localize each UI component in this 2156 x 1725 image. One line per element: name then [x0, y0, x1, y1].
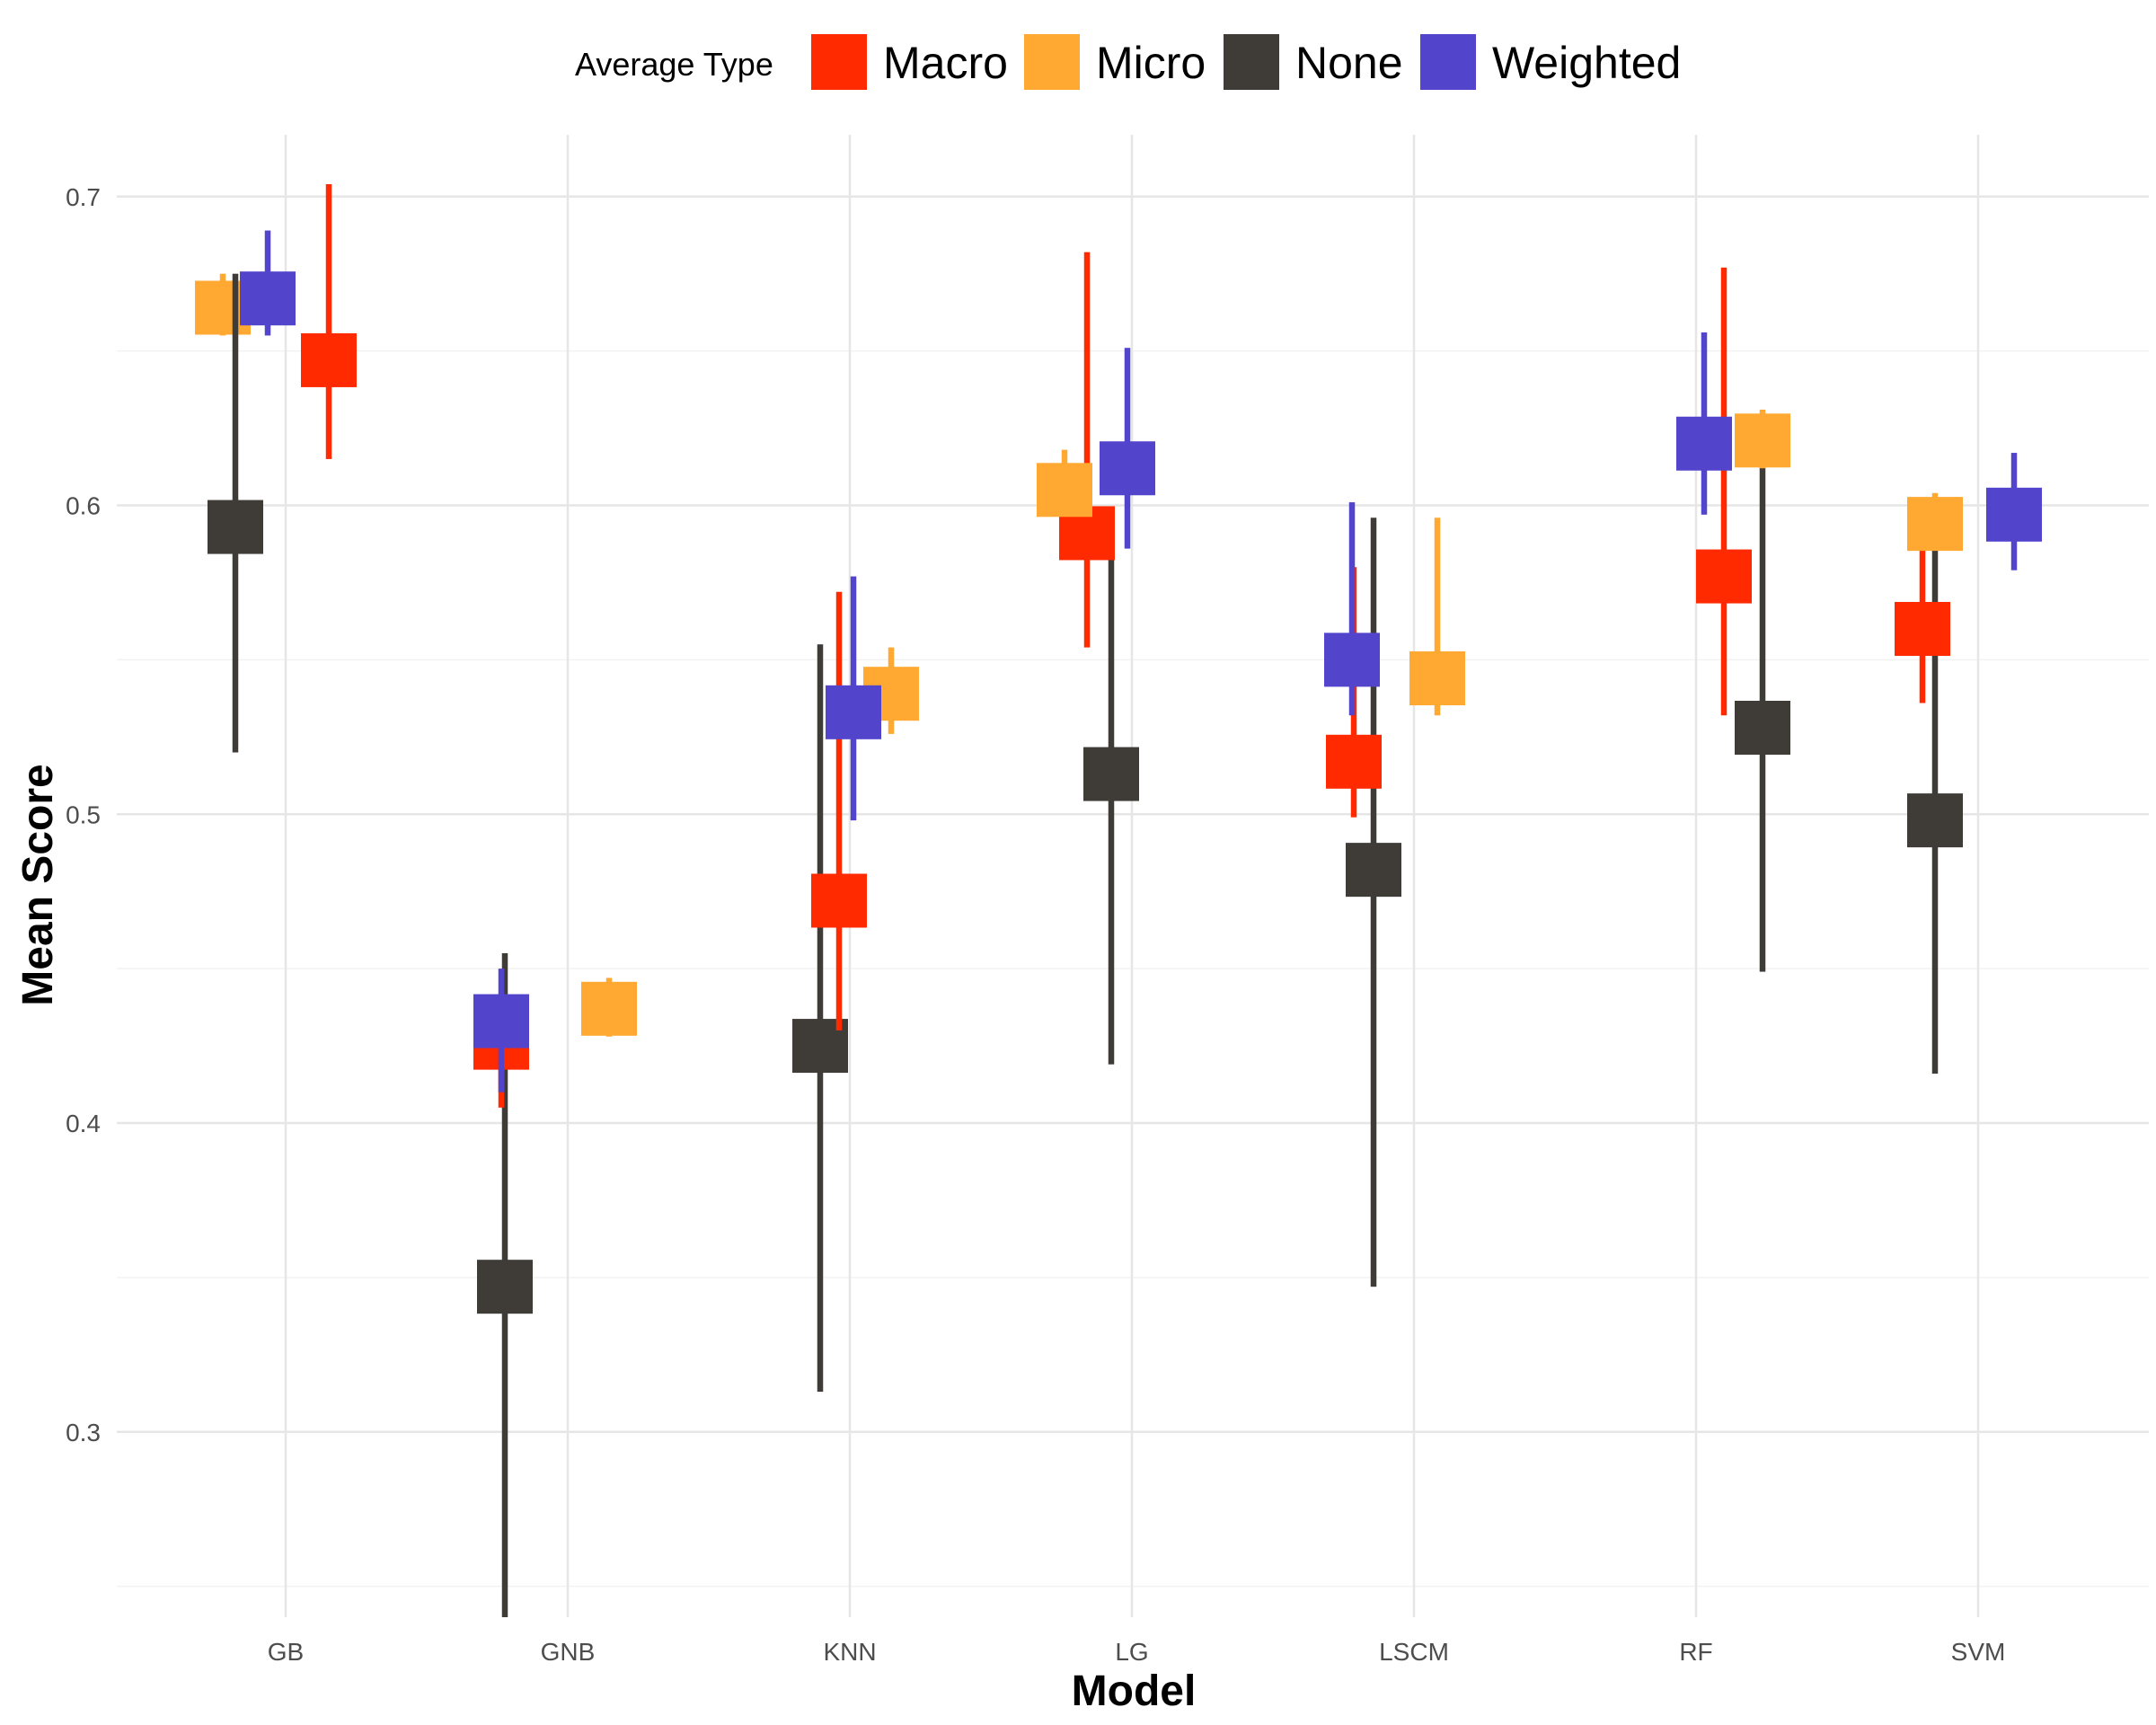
- legend-key-none: [1224, 34, 1279, 90]
- category-group-lg: [1037, 252, 1155, 1065]
- y-tick-label: 0.4: [66, 1110, 101, 1137]
- x-tick-label: LG: [1115, 1638, 1148, 1666]
- x-axis-title: Model: [1072, 1668, 1197, 1715]
- category-group-gnb: [473, 952, 637, 1617]
- error-bar-macro-rf: [1720, 267, 1727, 716]
- mean-point-macro-rf: [1696, 549, 1752, 604]
- mean-point-none-lg: [1083, 747, 1139, 801]
- legend-label-none: None: [1295, 38, 1403, 88]
- mean-point-macro-svm: [1895, 602, 1950, 656]
- y-axis-ticks: 0.3 0.4 0.5 0.6 0.7: [66, 183, 101, 1446]
- error-bar-none-knn: [817, 644, 824, 1393]
- mean-point-weighted-lscm: [1324, 632, 1380, 687]
- mean-point-weighted-lg: [1100, 441, 1155, 496]
- legend-key-weighted: [1420, 34, 1476, 90]
- legend-label-macro: Macro: [883, 38, 1008, 88]
- category-group-rf: [1676, 267, 1790, 972]
- legend-title: Average Type: [575, 46, 773, 83]
- mean-point-micro-lg: [1037, 463, 1092, 518]
- x-tick-label: RF: [1679, 1638, 1712, 1666]
- x-tick-label: KNN: [823, 1638, 876, 1666]
- mean-point-micro-lscm: [1409, 651, 1465, 705]
- y-axis-title: Mean Score: [14, 764, 62, 1005]
- error-bar-macro-knn: [835, 591, 843, 1031]
- mean-point-none-lscm: [1346, 843, 1401, 898]
- y-tick-label: 0.5: [66, 801, 101, 828]
- data-marks: [195, 184, 2042, 1617]
- x-tick-label: LSCM: [1379, 1638, 1449, 1666]
- mean-point-none-svm: [1907, 793, 1963, 848]
- error-bar-micro-lscm: [1434, 518, 1441, 716]
- mean-point-none-gnb: [477, 1260, 533, 1314]
- x-tick-label: GNB: [541, 1638, 596, 1666]
- category-group-knn: [792, 576, 919, 1393]
- grid-lines: [117, 135, 2149, 1617]
- legend-key-macro: [811, 34, 867, 90]
- category-group-svm: [1895, 453, 2042, 1074]
- mean-point-macro-gb: [301, 332, 357, 387]
- mean-point-weighted-knn: [826, 685, 881, 739]
- y-tick-label: 0.3: [66, 1419, 101, 1446]
- error-bar-none-lscm: [1370, 518, 1377, 1287]
- legend-entries: Macro Micro None Weighted: [811, 34, 1681, 90]
- error-bar-weighted-lscm: [1348, 502, 1356, 716]
- mean-point-weighted-rf: [1676, 416, 1732, 471]
- category-group-lscm: [1324, 502, 1465, 1287]
- error-bar-macro-gb: [325, 184, 332, 459]
- error-bar-macro-lg: [1083, 252, 1091, 648]
- legend-label-micro: Micro: [1096, 38, 1206, 88]
- mean-point-weighted-svm: [1986, 487, 2042, 542]
- legend-label-weighted: Weighted: [1492, 38, 1681, 88]
- x-tick-label: GB: [268, 1638, 304, 1666]
- y-tick-label: 0.7: [66, 183, 101, 211]
- mean-point-micro-gnb: [581, 981, 637, 1036]
- y-tick-label: 0.6: [66, 492, 101, 520]
- x-axis-ticks: GB GNB KNN LG LSCM RF SVM: [268, 1638, 2006, 1666]
- mean-point-none-rf: [1735, 701, 1790, 755]
- mean-point-macro-knn: [811, 873, 867, 928]
- mean-point-weighted-gb: [240, 271, 296, 326]
- mean-point-micro-svm: [1907, 497, 1963, 552]
- mean-point-micro-rf: [1735, 413, 1790, 468]
- legend-key-micro: [1024, 34, 1080, 90]
- category-group-gb: [195, 184, 357, 753]
- x-tick-label: SVM: [1951, 1638, 2006, 1666]
- mean-point-macro-lscm: [1326, 734, 1382, 789]
- mean-point-weighted-gnb: [473, 994, 529, 1048]
- mean-point-none-gb: [208, 500, 263, 554]
- legend: Average Type Macro Micro None Weighted: [575, 34, 1681, 90]
